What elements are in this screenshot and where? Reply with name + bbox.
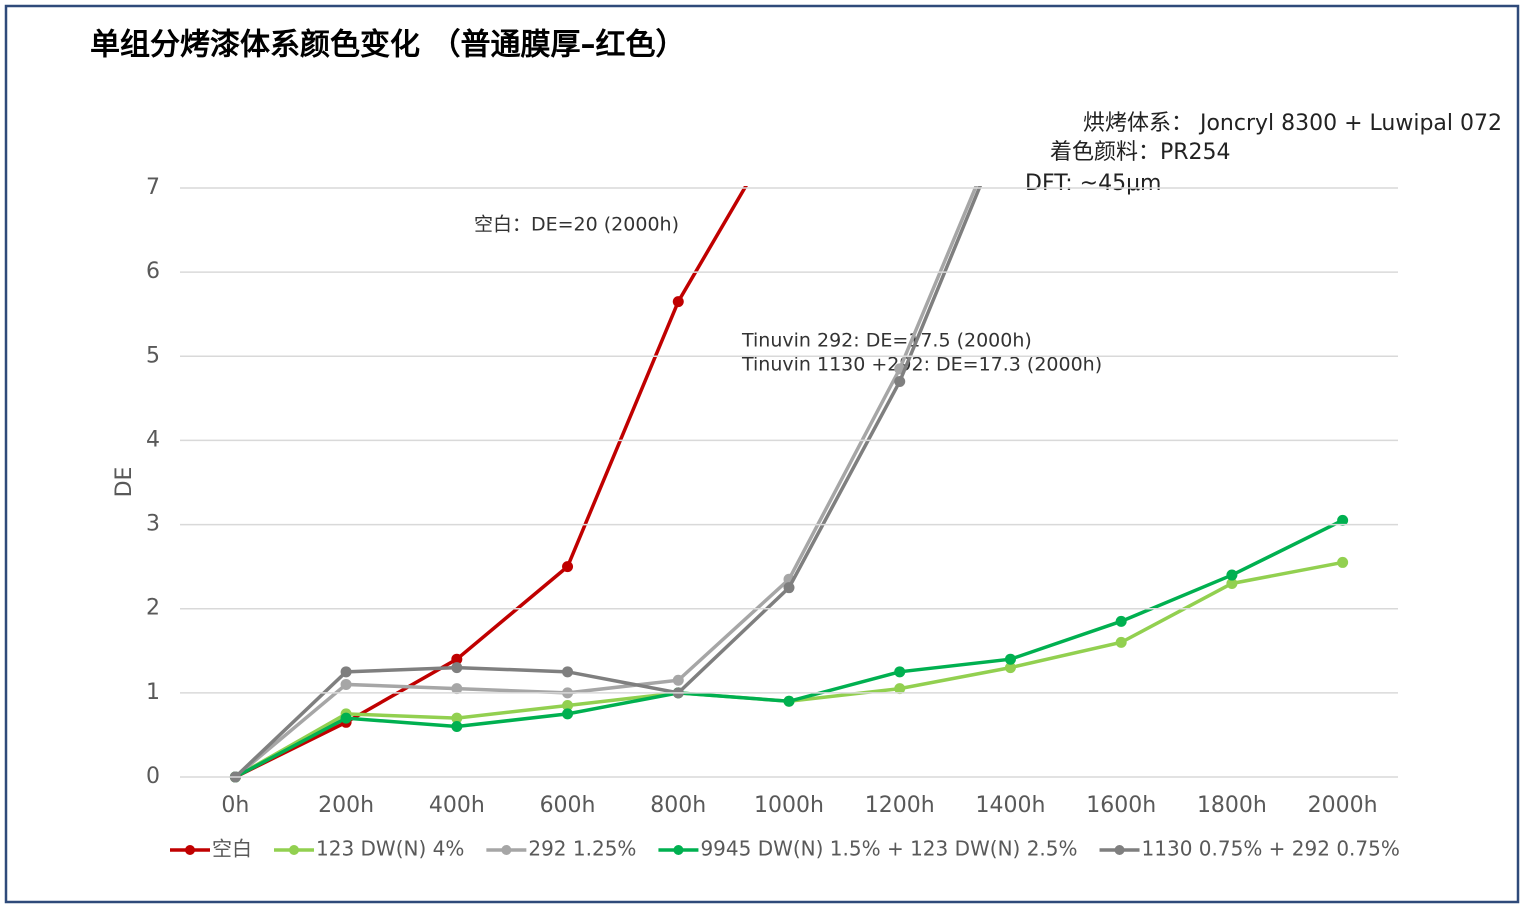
x-tick-label: 600h <box>540 793 596 818</box>
x-tick-label: 2000h <box>1308 793 1378 818</box>
data-point <box>1005 107 1016 118</box>
y-tick-label: 3 <box>146 512 160 537</box>
data-point <box>340 712 352 724</box>
data-point <box>672 674 684 686</box>
y-tick-label: 2 <box>146 596 160 621</box>
series-line <box>234 186 979 779</box>
series-line <box>234 186 748 779</box>
legend-label: 9945 DW(N) 1.5% + 123 DW(N) 2.5% <box>700 837 1077 861</box>
data-point <box>562 708 574 720</box>
data-point <box>783 695 795 707</box>
legend-label: 292 1.25% <box>528 837 636 861</box>
data-point <box>784 107 795 118</box>
data-point <box>340 678 352 690</box>
data-point <box>1115 636 1127 648</box>
legend-swatch <box>501 845 512 855</box>
data-point <box>1226 569 1238 581</box>
data-point <box>1005 98 1016 109</box>
annotation: DFT: ~45μm <box>1025 171 1162 196</box>
x-tick-label: 800h <box>650 793 706 818</box>
legend-label: 123 DW(N) 4% <box>316 837 464 861</box>
data-point <box>562 666 574 678</box>
legend-swatch <box>185 845 195 855</box>
data-point <box>562 699 574 711</box>
frame <box>4 4 1520 904</box>
data-point <box>1337 514 1349 526</box>
annotation: 空白：DE=20 (2000h) <box>474 214 679 236</box>
y-tick-label: 4 <box>146 427 160 452</box>
legend-swatch <box>673 845 684 855</box>
data-point <box>783 582 795 594</box>
data-point <box>672 296 684 308</box>
x-tick-label: 200h <box>318 793 374 818</box>
series-line <box>234 518 1344 779</box>
y-tick-label: 0 <box>146 764 160 789</box>
data-point <box>894 666 906 678</box>
data-point <box>1004 662 1016 674</box>
legend-label: 空白 <box>212 837 252 861</box>
annotation: Tinuvin 1130 +292: DE=17.3 (2000h) <box>741 354 1102 376</box>
x-tick-label: 1000h <box>754 793 824 818</box>
y-axis-label: DE <box>112 467 137 498</box>
data-point <box>451 721 463 733</box>
annotation: 烘烤体系： Joncryl 8300 + Luwipal 072 <box>1083 111 1502 136</box>
legend-label: 1130 0.75% + 292 0.75% <box>1142 837 1400 861</box>
x-tick-label: 0h <box>221 793 249 818</box>
data-point <box>451 653 463 665</box>
data-point <box>1004 653 1016 665</box>
x-tick-label: 1800h <box>1197 793 1267 818</box>
plot-area <box>229 98 1349 783</box>
x-tick-label: 1400h <box>975 793 1045 818</box>
y-tick-label: 7 <box>146 175 160 200</box>
x-tick-label: 1600h <box>1086 793 1156 818</box>
data-point <box>1337 556 1349 568</box>
y-tick-label: 5 <box>146 343 160 368</box>
x-tick-label: 400h <box>429 793 485 818</box>
data-point <box>451 712 463 724</box>
data-point <box>1115 615 1127 627</box>
data-point <box>562 561 574 573</box>
legend-swatch <box>289 845 299 855</box>
series-line <box>234 186 983 779</box>
data-point <box>340 666 352 678</box>
data-point <box>894 376 906 388</box>
data-point <box>1226 577 1238 589</box>
legend-swatch <box>1114 845 1125 855</box>
annotation: Tinuvin 292: DE=17.5 (2000h) <box>741 330 1032 352</box>
chart-title: 单组分烤漆体系颜色变化 （普通膜厚–红色） <box>90 28 685 63</box>
data-point <box>894 683 906 695</box>
x-tick-label: 1200h <box>865 793 935 818</box>
data-point <box>451 683 463 695</box>
data-point <box>451 662 463 674</box>
annotation: 着色颜料：PR254 <box>1050 140 1231 165</box>
y-tick-label: 1 <box>146 680 160 705</box>
y-tick-label: 6 <box>146 259 160 284</box>
